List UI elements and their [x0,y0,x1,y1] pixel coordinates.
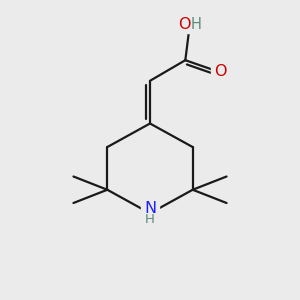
Bar [141,205,159,222]
Bar [211,64,227,80]
Bar [178,16,201,33]
Text: O: O [214,64,227,80]
Text: N: N [144,200,156,215]
Text: H: H [191,17,202,32]
Text: H: H [145,213,155,226]
Text: O: O [178,17,191,32]
